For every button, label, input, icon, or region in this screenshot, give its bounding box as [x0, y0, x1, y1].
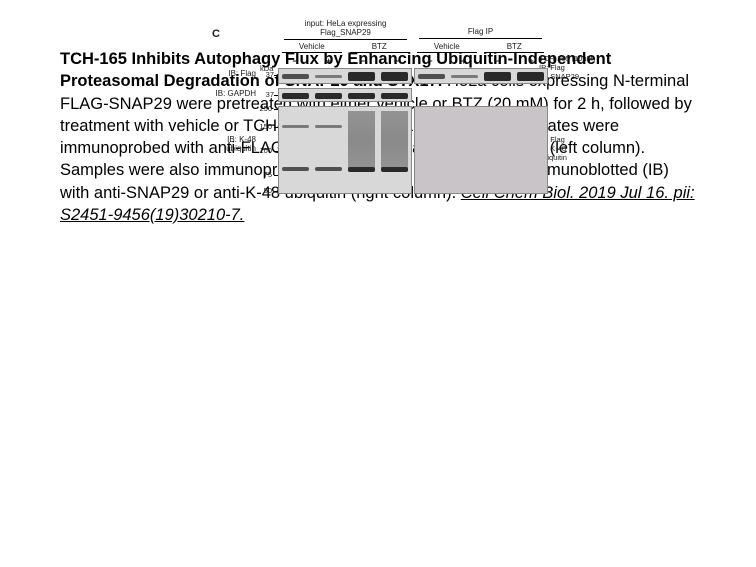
treatment-sign-row: − + − + − + − +: [278, 56, 548, 66]
cond-cell: BTZ: [346, 42, 414, 53]
cond-cell: Vehicle: [278, 42, 346, 53]
top-headers: input: HeLa expressing Flag_SNAP29 Flag …: [278, 20, 548, 40]
cond-label: BTZ: [507, 42, 522, 51]
mw-100: 100: [256, 146, 272, 155]
sign: −: [413, 56, 447, 66]
mw-flag: 37: [258, 70, 274, 79]
sign: +: [312, 56, 346, 66]
blot-k48-ip-blank: [414, 106, 548, 194]
header-rule: [419, 38, 542, 39]
sign: +: [379, 56, 413, 66]
blot-gapdh: [278, 88, 412, 102]
header-ip: Flag IP: [413, 20, 548, 40]
mw-gapdh: 37: [258, 90, 274, 99]
mw-150: 150: [256, 122, 272, 131]
cond-label: Vehicle: [434, 42, 460, 51]
row-label-k48: IB: K-48 ubiquitin: [198, 136, 256, 154]
row-label-gapdh: IB: GAPDH: [198, 90, 256, 99]
cond-cell: Vehicle: [413, 42, 481, 53]
blot-k48-input: [278, 106, 412, 194]
cond-rule: [282, 52, 342, 53]
header-rule: [284, 39, 407, 40]
sign: −: [346, 56, 380, 66]
mw-250: 250: [256, 104, 272, 113]
sign: −: [481, 56, 515, 66]
sign: +: [447, 56, 481, 66]
row-label-flag: IB: Flag: [198, 70, 256, 79]
cond-label: BTZ: [372, 42, 387, 51]
cond-rule: [417, 52, 477, 53]
cond-rule: [350, 52, 410, 53]
blot-snap29-ip: [414, 68, 548, 84]
panel-letter: C: [212, 28, 220, 40]
blot-flag-input: [278, 68, 412, 84]
right-annot-top: TCH-165 (10μM) IP: Flag IB: SNAP29: [539, 54, 603, 81]
cond-cell: BTZ: [481, 42, 549, 53]
mw-50: 50: [256, 186, 272, 195]
cond-rule: [485, 52, 545, 53]
right-annot-bot: IP: Flag IB: K-48 ubiquitin: [539, 135, 603, 162]
condition-row: Vehicle BTZ Vehicle BTZ: [278, 42, 548, 53]
header-input-text: input: HeLa expressing Flag_SNAP29: [278, 20, 413, 38]
cond-label: Vehicle: [299, 42, 325, 51]
header-ip-text: Flag IP: [413, 20, 548, 37]
header-input: input: HeLa expressing Flag_SNAP29: [278, 20, 413, 40]
sign: −: [278, 56, 312, 66]
mw-75: 75: [256, 170, 272, 179]
